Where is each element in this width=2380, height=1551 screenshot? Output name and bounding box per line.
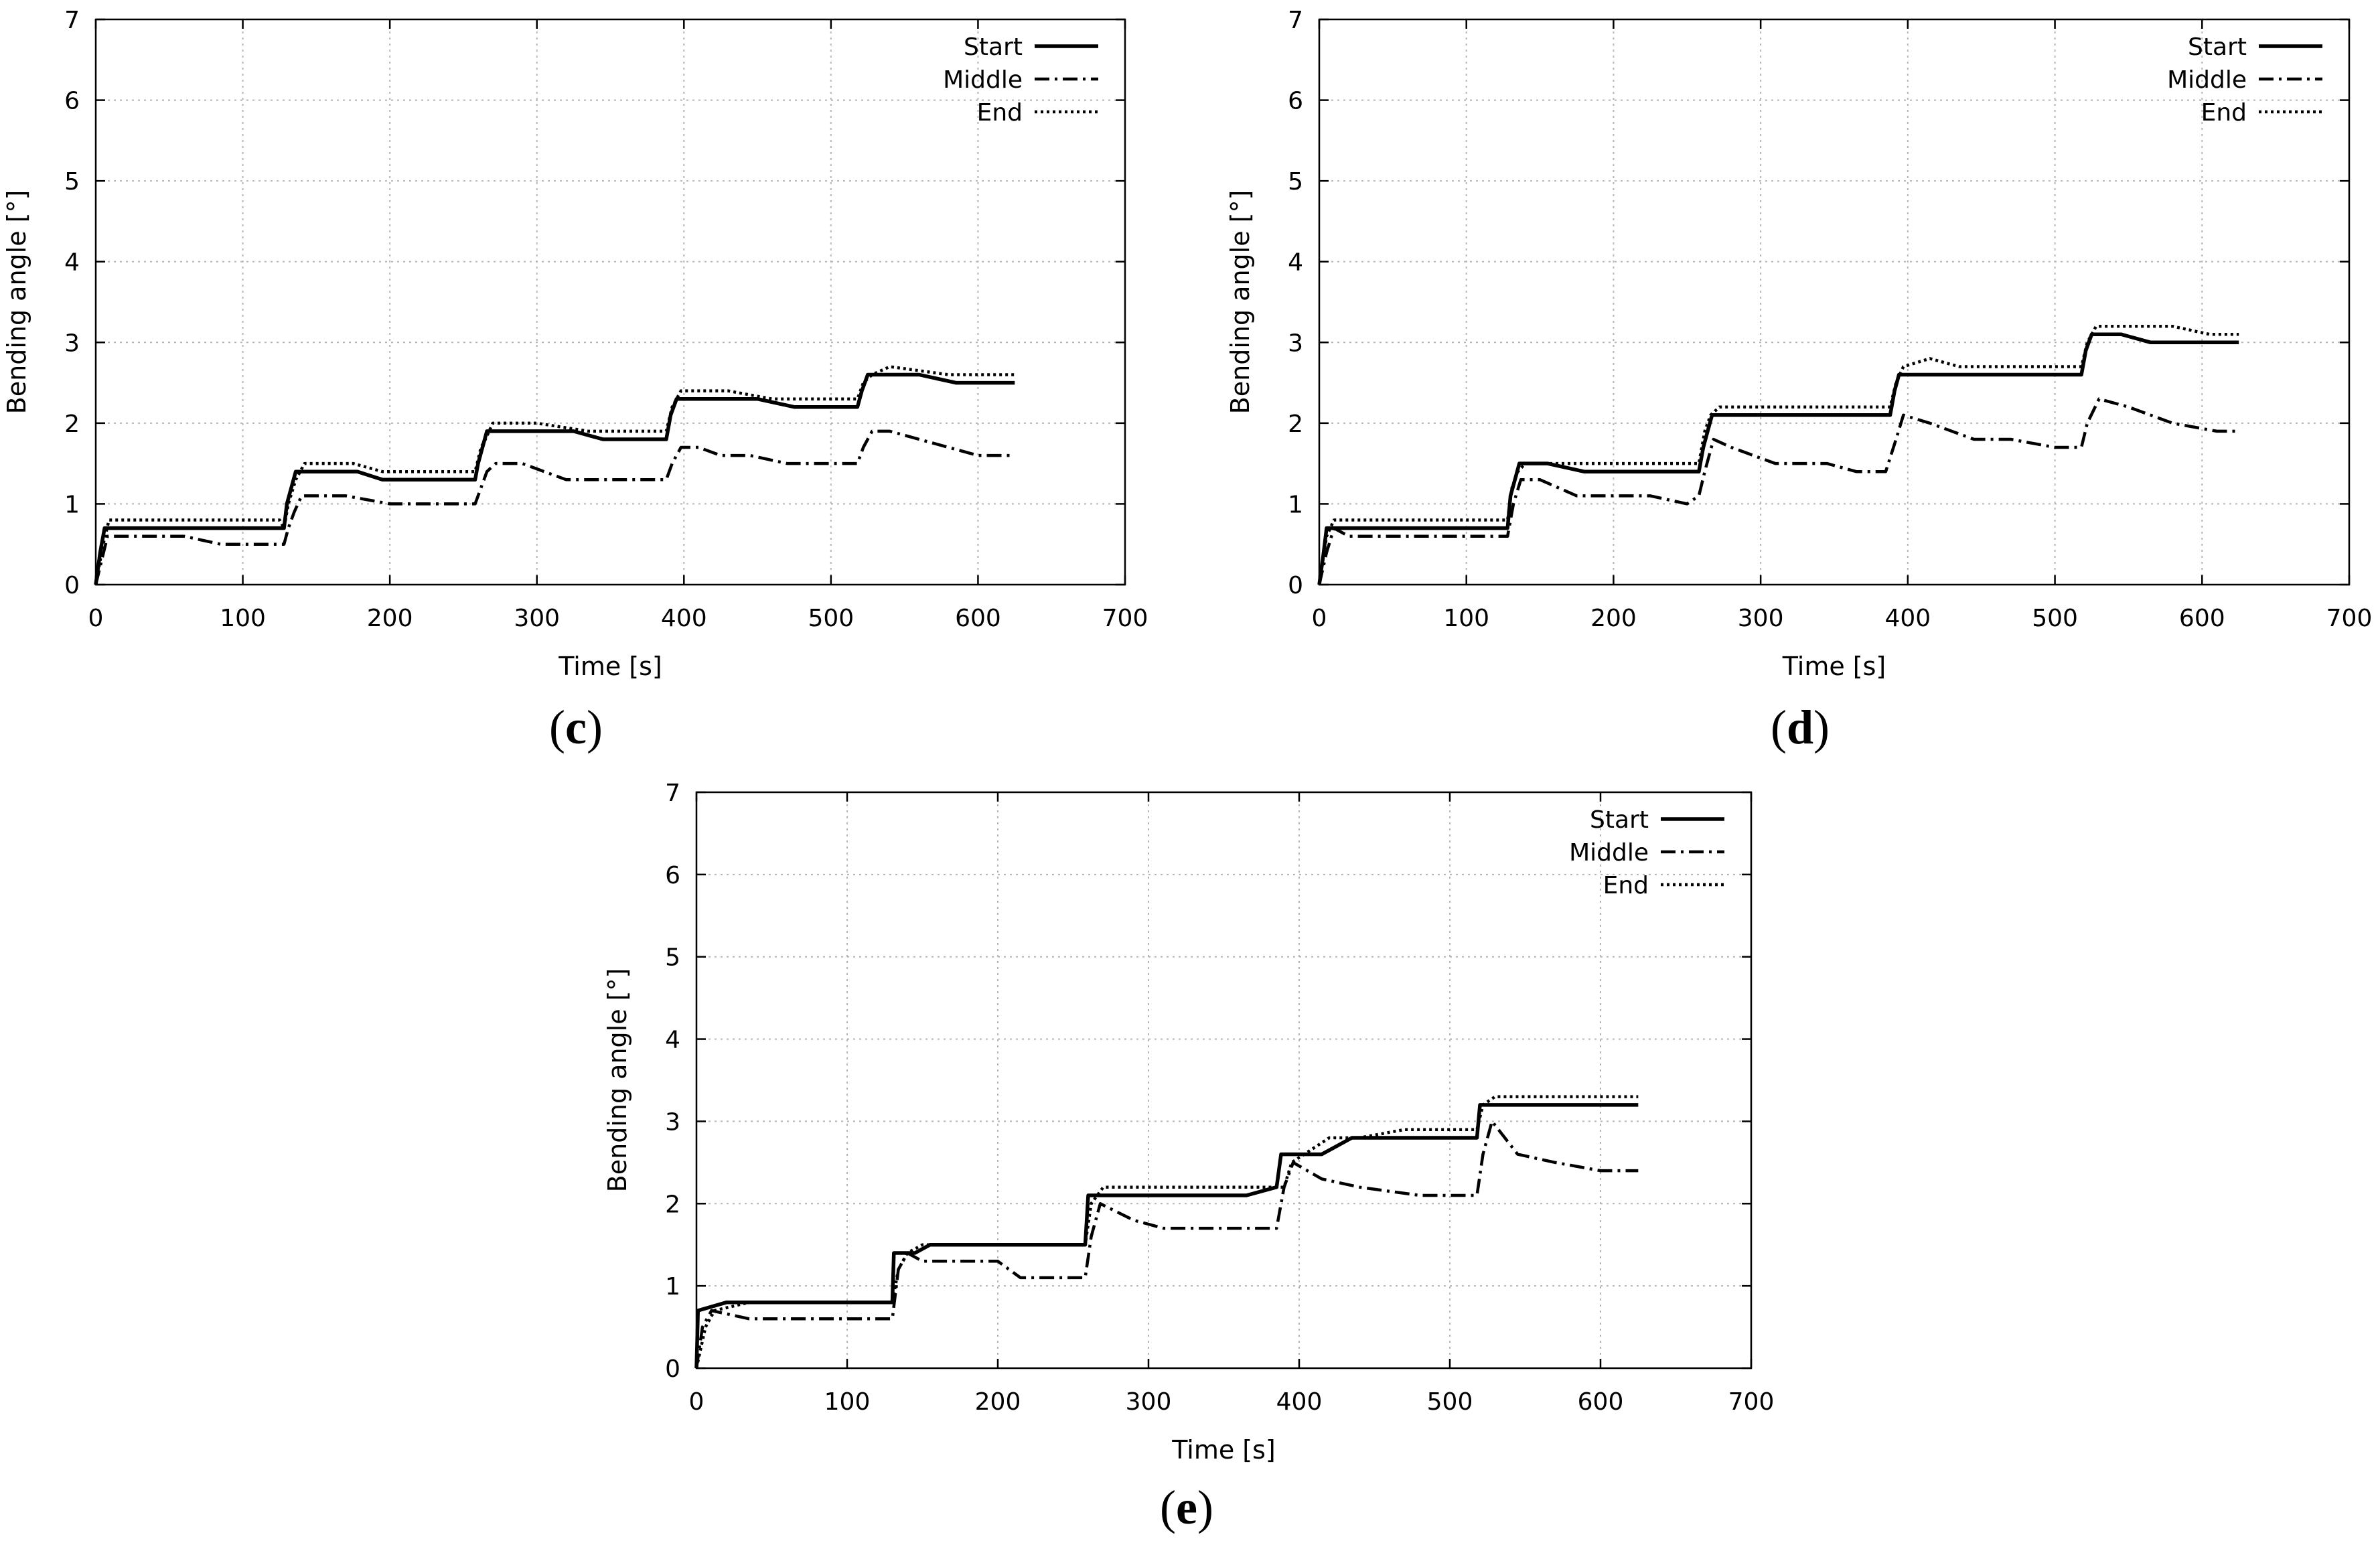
x-tick-label: 200 [367,605,413,632]
y-axis-label: Bending angle [°] [1225,190,1255,415]
y-tick-label: 2 [665,1191,680,1218]
series-line-end [694,1095,1639,1369]
plot-frame [94,18,1126,586]
y-tick-label: 6 [64,88,80,115]
panel-label-c: (c) [549,700,603,754]
y-axis-label: Bending angle [°] [603,968,632,1193]
panel-label-e: (e) [1160,1481,1213,1534]
x-tick-label: 600 [2179,605,2225,632]
legend-label-end: End [1603,872,1649,899]
x-axis-label: Time [s] [1782,652,1886,681]
x-tick-label: 100 [220,605,266,632]
x-tick-label: 500 [808,605,854,632]
legend-label-end: End [977,99,1023,127]
y-tick-label: 2 [64,411,80,438]
plot-frame [695,791,1753,1370]
x-tick-label: 0 [88,605,104,632]
legend-label-start: Start [964,33,1023,61]
legend-label-middle: Middle [1569,839,1649,867]
series-line-start [94,372,1015,585]
x-tick-label: 200 [1590,605,1637,632]
series-line-middle [94,429,1015,585]
y-axis-label: Bending angle [°] [2,190,31,415]
x-tick-label: 300 [514,605,560,632]
x-tick-label: 600 [955,605,1001,632]
y-tick-label: 5 [64,168,80,196]
y-tick-label: 4 [665,1027,680,1054]
legend-label-start: Start [1590,806,1649,834]
x-tick-label: 0 [689,1388,704,1416]
series-line-end [1317,324,2239,585]
chart-panel-e: 0 100 200 300 400 500 600 700 0 1 2 3 4 5 6 7 Time [s] Be… [603,780,1774,1465]
y-tick-label: 2 [1288,411,1303,438]
y-tick-label: 3 [665,1108,680,1136]
panel-label-d: (d) [1771,700,1830,754]
series-line-start [694,1103,1639,1369]
y-tick-label: 7 [665,780,680,807]
series-line-start [1317,332,2239,585]
x-axis-label: Time [s] [1171,1435,1276,1465]
x-tick-label: 500 [2032,605,2078,632]
y-tick-label: 6 [1288,88,1303,115]
x-tick-label: 100 [824,1388,871,1416]
y-tick-label: 6 [665,862,680,889]
y-tick-label: 3 [1288,329,1303,357]
x-tick-label: 400 [1276,1388,1323,1416]
y-tick-label: 1 [665,1273,680,1301]
y-tick-label: 0 [1288,572,1303,599]
y-tick-label: 0 [64,572,80,599]
legend-label-middle: Middle [2167,66,2247,94]
y-tick-label: 0 [665,1355,680,1383]
x-tick-label: 400 [1884,605,1931,632]
legend-label-end: End [2201,99,2247,127]
x-tick-label: 0 [1312,605,1327,632]
x-tick-label: 300 [1126,1388,1172,1416]
chart-panel-c: 0 100 200 300 400 500 600 700 0 1 2 3 4 5 6 7 Time [s] Be… [2,7,1148,681]
legend-label-start: Start [2188,33,2247,61]
y-tick-label: 1 [1288,491,1303,518]
x-axis-label: Time [s] [558,652,662,681]
y-tick-label: 5 [665,944,680,972]
chart-panel-d: 0 100 200 300 400 500 600 700 0 1 2 3 4 5 6 7 Time [s] Be… [1225,7,2372,681]
series-line-end [94,365,1015,585]
series-line-middle [694,1120,1639,1369]
y-tick-label: 4 [1288,249,1303,277]
x-tick-label: 200 [975,1388,1021,1416]
legend-label-middle: Middle [943,66,1023,94]
x-tick-label: 500 [1427,1388,1473,1416]
x-tick-label: 300 [1738,605,1784,632]
x-tick-label: 400 [661,605,707,632]
y-tick-label: 4 [64,249,80,277]
x-tick-label: 600 [1578,1388,1624,1416]
x-tick-label: 700 [2326,605,2373,632]
series-line-middle [1317,397,2239,585]
y-tick-label: 1 [64,491,80,518]
x-tick-label: 700 [1728,1388,1775,1416]
y-tick-label: 3 [64,329,80,357]
x-tick-label: 100 [1443,605,1489,632]
plot-frame [1318,18,2351,586]
y-tick-label: 7 [64,7,80,34]
y-tick-label: 7 [1288,7,1303,34]
x-tick-label: 700 [1102,605,1148,632]
y-tick-label: 5 [1288,168,1303,196]
